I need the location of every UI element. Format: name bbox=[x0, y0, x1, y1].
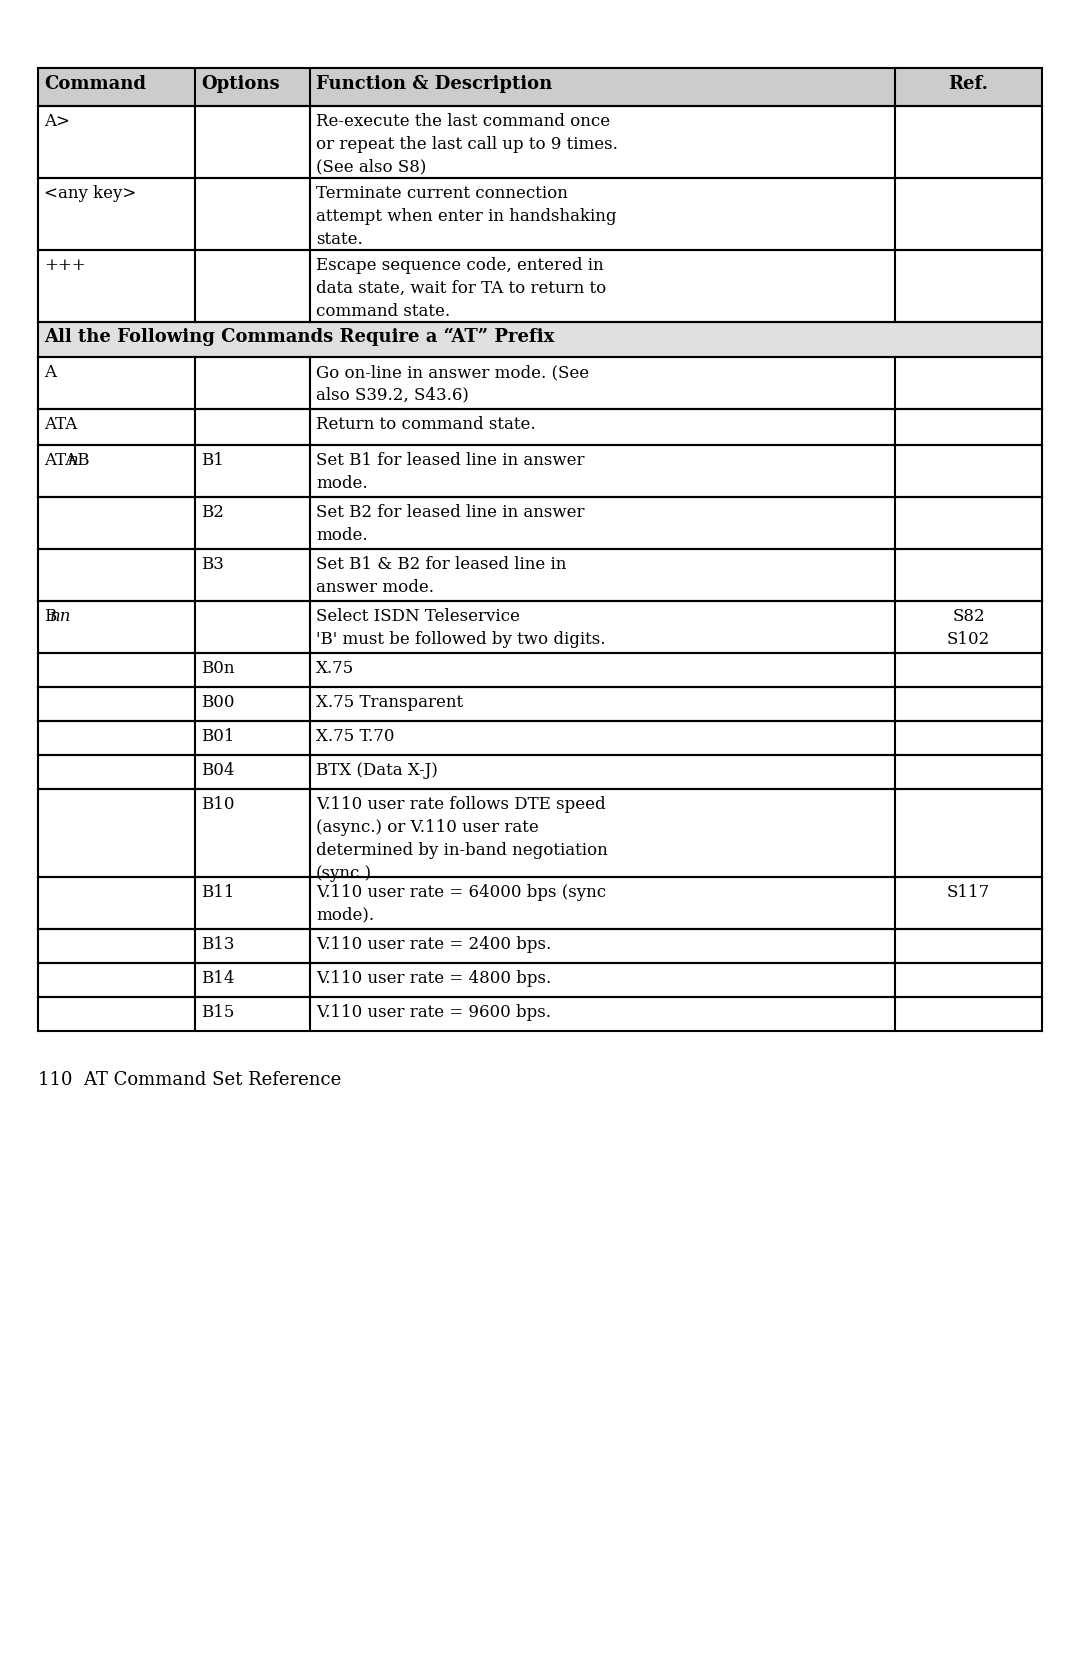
Text: B: B bbox=[44, 608, 56, 624]
Text: Ref.: Ref. bbox=[948, 75, 988, 93]
Text: S117: S117 bbox=[947, 885, 990, 901]
Text: V.110 user rate = 4800 bps.: V.110 user rate = 4800 bps. bbox=[316, 970, 551, 986]
Text: 110  AT Command Set Reference: 110 AT Command Set Reference bbox=[38, 1071, 341, 1088]
Text: S82
S102: S82 S102 bbox=[947, 608, 990, 648]
Text: B1: B1 bbox=[201, 452, 224, 469]
Text: B3: B3 bbox=[201, 556, 224, 572]
Text: Options: Options bbox=[201, 75, 280, 93]
Text: Escape sequence code, entered in
data state, wait for TA to return to
command st: Escape sequence code, entered in data st… bbox=[316, 257, 606, 320]
Text: B2: B2 bbox=[201, 504, 224, 521]
Text: Set B1 & B2 for leased line in
answer mode.: Set B1 & B2 for leased line in answer mo… bbox=[316, 556, 566, 596]
Text: B14: B14 bbox=[201, 970, 234, 986]
Text: V.110 user rate = 2400 bps.: V.110 user rate = 2400 bps. bbox=[316, 936, 551, 953]
Text: Select ISDN Teleservice
'B' must be followed by two digits.: Select ISDN Teleservice 'B' must be foll… bbox=[316, 608, 606, 648]
Text: Command: Command bbox=[44, 75, 146, 93]
Text: +++: +++ bbox=[44, 257, 85, 274]
Text: Set B2 for leased line in answer
mode.: Set B2 for leased line in answer mode. bbox=[316, 504, 584, 544]
Text: ATA: ATA bbox=[44, 416, 78, 432]
Text: <any key>: <any key> bbox=[44, 185, 136, 202]
Text: B01: B01 bbox=[201, 728, 234, 744]
Text: B04: B04 bbox=[201, 763, 234, 779]
Text: nn: nn bbox=[50, 608, 71, 624]
Text: B15: B15 bbox=[201, 1005, 234, 1021]
Text: B0n: B0n bbox=[201, 659, 234, 678]
Text: All the Following Commands Require a “AT” Prefix: All the Following Commands Require a “AT… bbox=[44, 327, 554, 345]
Bar bbox=[38, 68, 1042, 107]
Text: V.110 user rate = 9600 bps.: V.110 user rate = 9600 bps. bbox=[316, 1005, 551, 1021]
Text: B10: B10 bbox=[201, 796, 234, 813]
Text: X.75: X.75 bbox=[316, 659, 354, 678]
Text: B13: B13 bbox=[201, 936, 234, 953]
Text: V.110 user rate = 64000 bps (sync
mode).: V.110 user rate = 64000 bps (sync mode). bbox=[316, 885, 606, 925]
Text: Function & Description: Function & Description bbox=[316, 75, 552, 93]
Text: X.75 Transparent: X.75 Transparent bbox=[316, 694, 463, 711]
Text: Go on-line in answer mode. (See
also S39.2, S43.6): Go on-line in answer mode. (See also S39… bbox=[316, 364, 589, 404]
Text: B11: B11 bbox=[201, 885, 234, 901]
Text: ATAB: ATAB bbox=[44, 452, 90, 469]
Text: A>: A> bbox=[44, 113, 70, 130]
Bar bbox=[38, 322, 1042, 357]
Text: B00: B00 bbox=[201, 694, 234, 711]
Text: Set B1 for leased line in answer
mode.: Set B1 for leased line in answer mode. bbox=[316, 452, 584, 492]
Text: BTX (Data X-J): BTX (Data X-J) bbox=[316, 763, 437, 779]
Text: Terminate current connection
attempt when enter in handshaking
state.: Terminate current connection attempt whe… bbox=[316, 185, 617, 247]
Text: Re-execute the last command once
or repeat the last call up to 9 times.
(See als: Re-execute the last command once or repe… bbox=[316, 113, 618, 175]
Text: V.110 user rate follows DTE speed
(async.) or V.110 user rate
determined by in-b: V.110 user rate follows DTE speed (async… bbox=[316, 796, 608, 881]
Text: X.75 T.70: X.75 T.70 bbox=[316, 728, 394, 744]
Text: n: n bbox=[68, 452, 79, 469]
Text: A: A bbox=[44, 364, 56, 381]
Text: Return to command state.: Return to command state. bbox=[316, 416, 536, 432]
